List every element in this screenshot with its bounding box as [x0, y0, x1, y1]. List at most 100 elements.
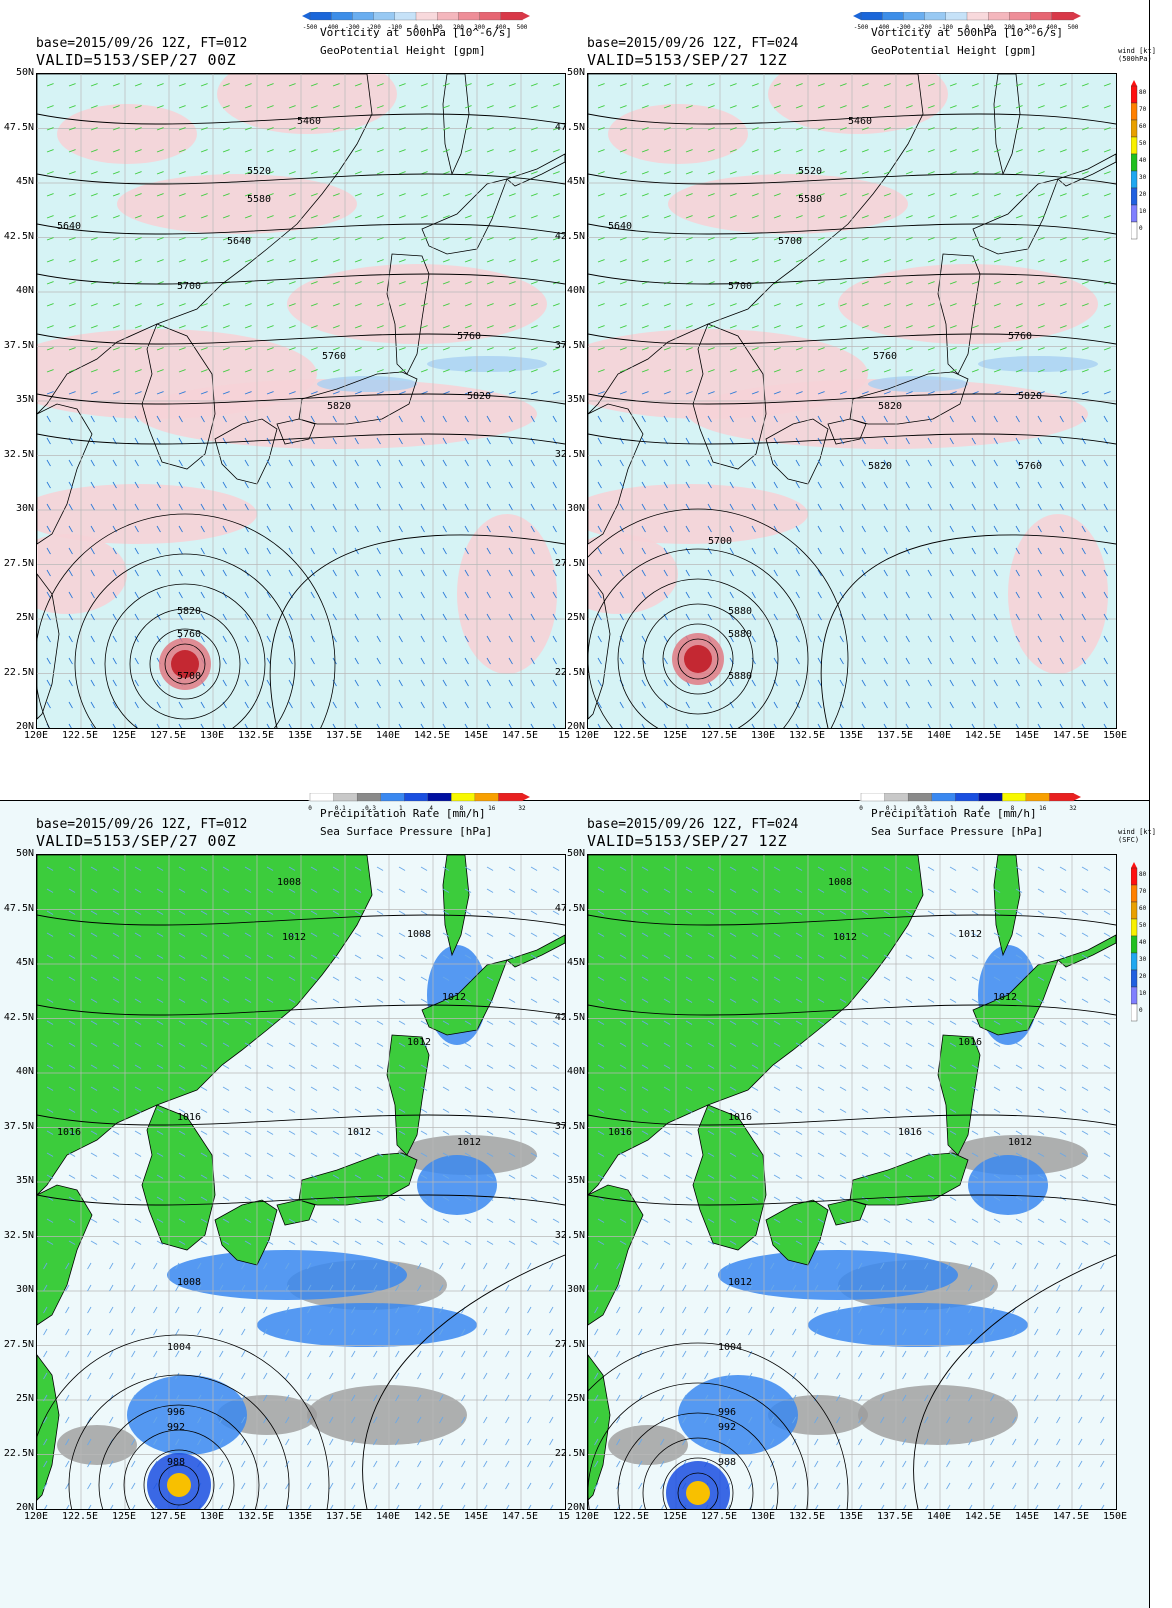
wind-legend-tick: 0 — [1139, 1007, 1143, 1014]
wind-legend-tick: 10 — [1139, 208, 1147, 215]
wind-legend-tick: 80 — [1139, 89, 1147, 96]
colorbar-tick-label: 0.1 — [335, 805, 346, 812]
longitude-label: 15 — [557, 1511, 571, 1522]
latitude-label: 40N — [566, 1066, 585, 1077]
longitude-label: 135E — [287, 730, 313, 741]
colorbar-tick-label: 0.3 — [916, 805, 927, 812]
latitude-label: 35N — [15, 1175, 34, 1186]
latitude-label: 47.5N — [3, 121, 34, 133]
longitude-label: 142.5E — [964, 730, 1002, 741]
contour-label: 1004 — [718, 1342, 742, 1353]
contour-label: 5580 — [798, 194, 822, 205]
latitude-label: 50N — [566, 848, 585, 859]
map-area: 1008 1012 1008 1012 1012 1016 1016 1012 1012 1008… — [36, 854, 566, 1510]
latitude-label: 37.5N — [3, 339, 34, 351]
valid-time-label: VALID=5153/SEP/27 12Z — [587, 51, 788, 69]
longitude-label: 127.5E — [149, 1511, 187, 1522]
wind-legend-tick: 60 — [1139, 123, 1147, 130]
chart-panel-1: base=2015/09/26 12Z, FT=012 VALID=5153/SE… — [0, 0, 575, 800]
colorbar-tick-label: -400 — [875, 24, 890, 31]
row-divider — [0, 800, 1149, 801]
colorbar-tick-label: 0.3 — [365, 805, 376, 812]
contour-label: 5760 — [457, 331, 481, 342]
colorbar-tick-label: 1 — [950, 805, 954, 812]
contour-label: 1016 — [728, 1112, 752, 1123]
colorbar-tick-label: -200 — [917, 24, 932, 31]
contour-label: 1008 — [177, 1277, 201, 1288]
contour-label: 992 — [718, 1422, 736, 1433]
colorbar-tick-label: 0 — [965, 24, 969, 31]
wind-legend-tick: 30 — [1139, 956, 1147, 963]
colorbar-tick-label: 400 — [1046, 24, 1057, 31]
longitude-label: 125E — [662, 1511, 688, 1522]
longitude-label: 127.5E — [700, 1511, 738, 1522]
colorbar-title: Vorticity at 500hPa [10^-6/s] — [320, 26, 513, 39]
wind-legend-title-500: wind [kt] (500hPa) — [1118, 47, 1156, 63]
contour-label: 1012 — [833, 932, 857, 943]
longitude-label: 145E — [1014, 1511, 1040, 1522]
vorticity-colorbar: -500 -400 -300 -200 -100 0 100 200 300 400 500 — [853, 12, 1081, 31]
valid-time-label: VALID=5153/SEP/27 00Z — [36, 51, 237, 69]
longitude-label: 147.5E — [501, 1511, 539, 1522]
latitude-label: 27.5N — [3, 557, 34, 569]
contour-label: 5700 — [728, 281, 752, 292]
latitude-label: 32.5N — [554, 1229, 585, 1241]
longitude-label: 125E — [111, 730, 137, 741]
wind-legend-colorbar-sfc: 80 70 60 50 40 30 20 10 0 — [1131, 862, 1147, 1022]
contour-label: 5640 — [227, 236, 251, 247]
contour-label: 5820 — [868, 461, 892, 472]
base-time-label: base=2015/09/26 12Z, FT=024 — [587, 817, 799, 832]
latitude-label: 20N — [566, 1502, 585, 1513]
latitude-label: 22.5N — [554, 666, 585, 678]
latitude-label: 37.5N — [3, 1120, 34, 1132]
contour-label: 1016 — [958, 1037, 982, 1048]
colorbar-tick-label: 32 — [1069, 805, 1077, 812]
latitude-label: 50N — [15, 67, 34, 78]
longitude-label: 135E — [838, 730, 864, 741]
vorticity-colorbar: -500 -400 -300 -200 -100 0 100 200 300 400 500 — [302, 12, 530, 31]
longitude-label: 122.5E — [61, 1511, 99, 1522]
valid-time-label: VALID=5153/SEP/27 00Z — [36, 832, 237, 850]
wind-legend-tick: 20 — [1139, 191, 1147, 198]
wind-legend-tick: 50 — [1139, 922, 1147, 929]
longitude-label: 127.5E — [149, 730, 187, 741]
wind-legend-tick: 70 — [1139, 106, 1147, 113]
latitude-label: 35N — [566, 394, 585, 405]
product-title: GeoPotential Height [gpm] — [871, 44, 1037, 57]
longitude-label: 135E — [838, 1511, 864, 1522]
longitude-label: 125E — [111, 1511, 137, 1522]
latitude-label: 20N — [15, 1502, 34, 1513]
longitude-label: 120E — [574, 1511, 600, 1522]
longitude-label: 140E — [926, 1511, 952, 1522]
contour-label: 5460 — [297, 116, 321, 127]
longitude-label: 122.5E — [612, 730, 650, 741]
contour-label: 5880 — [728, 671, 752, 682]
contour-label: 5580 — [247, 194, 271, 205]
latitude-label: 30N — [15, 503, 34, 514]
longitude-label: 130E — [750, 1511, 776, 1522]
latitude-label: 30N — [566, 503, 585, 514]
contour-label: 5820 — [327, 401, 351, 412]
latitude-label: 40N — [566, 285, 585, 296]
contour-label: 5820 — [467, 391, 491, 402]
precip-colorbar: 0 0.1 0.3 1 4 8 16 32 — [302, 793, 530, 812]
latitude-label: 30N — [566, 1284, 585, 1295]
colorbar-tick-label: 0.1 — [886, 805, 897, 812]
map-canvas: 1008 1012 1012 1012 1016 1016 1016 1016 1012 1012… — [588, 855, 1116, 1509]
latitude-label: 40N — [15, 285, 34, 296]
latitude-label: 25N — [566, 612, 585, 623]
map-area: 5460 5520 5580 5640 5640 5700 5760 5760 5820 5820… — [36, 73, 566, 729]
longitude-label: 120E — [23, 1511, 49, 1522]
contour-label: 5820 — [878, 401, 902, 412]
colorbar-tick-label: -300 — [896, 24, 911, 31]
latitude-label: 37.5N — [554, 1120, 585, 1132]
colorbar-tick-label: 8 — [1011, 805, 1015, 812]
longitude-label: 137.5E — [876, 730, 914, 741]
latitude-label: 42.5N — [3, 230, 34, 242]
colorbar-tick-label: 1 — [399, 805, 403, 812]
latitude-label: 20N — [15, 721, 34, 732]
colorbar-tick-label: -200 — [366, 24, 381, 31]
contour-label: 1012 — [993, 992, 1017, 1003]
colorbar-tick-label: 0 — [859, 805, 863, 812]
chart-panel-2: base=2015/09/26 12Z, FT=024 VALID=5153/SE… — [551, 0, 1127, 800]
